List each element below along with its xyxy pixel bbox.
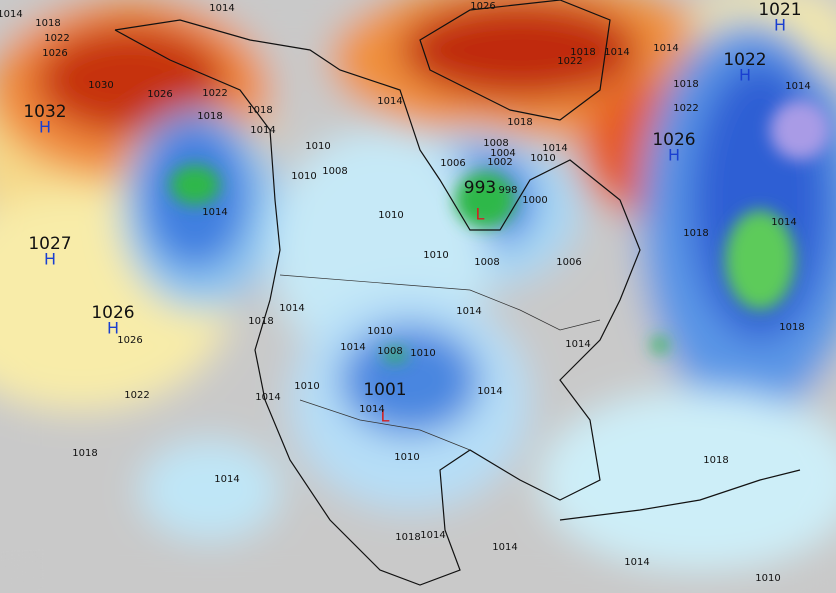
- isobar-label: 1010: [394, 452, 419, 463]
- isobar-label: 1022: [202, 88, 227, 99]
- isobar-label: 1010: [378, 210, 403, 221]
- isobar-label: 1018: [72, 448, 97, 459]
- isobar-label: 1014: [279, 303, 304, 314]
- isobar-label: 1010: [423, 250, 448, 261]
- isobar-label: 1004: [490, 148, 515, 159]
- isobar-label: 1018: [247, 105, 272, 116]
- pressure-letter: H: [668, 146, 680, 165]
- isobar-label: 1026: [117, 335, 142, 346]
- pressure-letter: H: [774, 16, 786, 35]
- isobar-label: 1018: [779, 322, 804, 333]
- isobar-label: 1006: [440, 158, 465, 169]
- isobar-label: 1018: [197, 111, 222, 122]
- isobar-label: 1014: [214, 474, 239, 485]
- isobar-label: 1010: [367, 326, 392, 337]
- isobar-label: 1014: [604, 47, 629, 58]
- isobar-label: 1018: [395, 532, 420, 543]
- isobar-label: 1018: [703, 455, 728, 466]
- borders: [279, 274, 601, 451]
- isobar-label: 1014: [250, 125, 275, 136]
- isobar-label: 1014: [771, 217, 796, 228]
- pressure-letter: L: [476, 205, 485, 224]
- pressure-value: 1021: [758, 0, 801, 20]
- isobar-label: 1022: [557, 56, 582, 67]
- isobar-label: 1010: [294, 381, 319, 392]
- pressure-letter: H: [39, 118, 51, 137]
- isobar-label: 1014: [565, 339, 590, 350]
- pressure-letter: H: [107, 319, 119, 338]
- isobar-label: 1018: [35, 18, 60, 29]
- isobar-label: 1014: [340, 342, 365, 353]
- isobar-label: 1022: [124, 390, 149, 401]
- isobar-label: 1026: [42, 48, 67, 59]
- isobar-label: 1018: [507, 117, 532, 128]
- isobar-label: 1014: [359, 404, 384, 415]
- pressure-value: 1022: [723, 50, 766, 70]
- isobar-label: 1026: [470, 1, 495, 12]
- isobar-label: 1010: [530, 153, 555, 164]
- isobar-label: 1014: [209, 3, 234, 14]
- isobar-label: 1014: [653, 43, 678, 54]
- isobar-label: 1018: [673, 79, 698, 90]
- isobar-label: 1014: [542, 143, 567, 154]
- isobar-label: 1008: [483, 138, 508, 149]
- isobar-label: 1008: [377, 346, 402, 357]
- isobar-label: 1000: [522, 195, 547, 206]
- pressure-value: 1026: [91, 303, 134, 323]
- isobar-label: 1014: [420, 530, 445, 541]
- isobar-label: 1014: [624, 557, 649, 568]
- isobar-label: 1030: [88, 80, 113, 91]
- isobar-label: 1008: [474, 257, 499, 268]
- isobar-label: 1010: [410, 348, 435, 359]
- isobar-label: 1022: [673, 103, 698, 114]
- isobar-label: 1014: [477, 386, 502, 397]
- isobar-label: 1014: [0, 9, 23, 20]
- isobar-label: 1014: [202, 207, 227, 218]
- pressure-letter: L: [381, 407, 390, 426]
- isobar-label: 1010: [291, 171, 316, 182]
- pressure-letter: H: [44, 250, 56, 269]
- isobar-label: 1010: [755, 573, 780, 584]
- isobar-label: 1014: [492, 542, 517, 553]
- isobar-label: 1018: [683, 228, 708, 239]
- isobar-label: 1026: [147, 89, 172, 100]
- isobar-label: 1018: [570, 47, 595, 58]
- pressure-value: 1032: [23, 102, 66, 122]
- pressure-value: 993: [464, 178, 496, 198]
- isobar-label: 998: [498, 185, 517, 196]
- isobar-label: 1014: [785, 81, 810, 92]
- pressure-value: 1001: [363, 380, 406, 400]
- pressure-value: 1026: [652, 130, 695, 150]
- isobar-label: 1008: [322, 166, 347, 177]
- isobar-label: 1006: [556, 257, 581, 268]
- pressure-value: 1027: [28, 234, 71, 254]
- isobar-label: 1014: [255, 392, 280, 403]
- isobar-label: 1014: [456, 306, 481, 317]
- pressure-letter: H: [739, 66, 751, 85]
- coastlines: [114, 0, 801, 586]
- isobar-label: 1022: [44, 33, 69, 44]
- isobar-label: 1014: [377, 96, 402, 107]
- shading-cores: [170, 100, 830, 361]
- isobar-label: 1002: [487, 157, 512, 168]
- isobar-label: 1010: [305, 141, 330, 152]
- isobar-label: 1018: [248, 316, 273, 327]
